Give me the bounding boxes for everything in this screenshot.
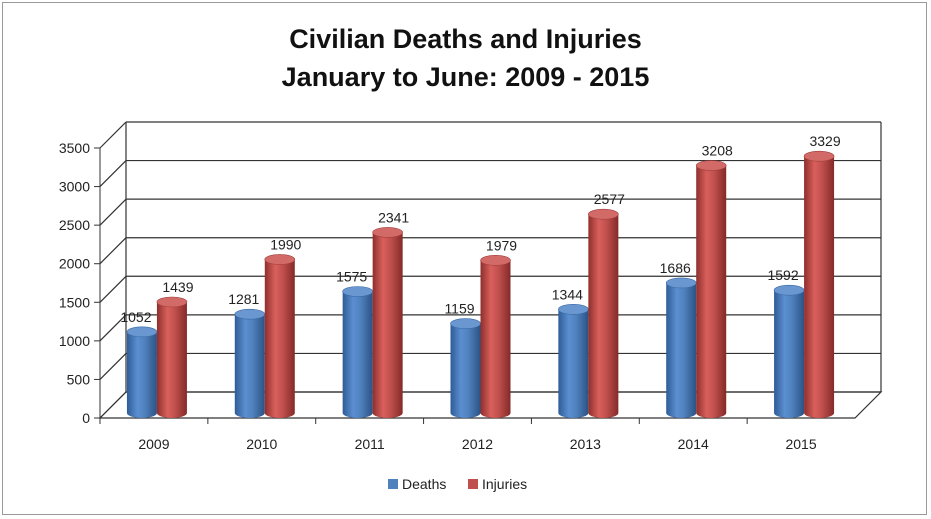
injuries-label-2012: 1979 (486, 237, 517, 253)
ytick-label-3500: 3500 (59, 140, 90, 156)
deaths-bar-2012-cap (450, 318, 481, 329)
legend-label-deaths: Deaths (402, 476, 446, 492)
deaths-bar-2009 (126, 326, 158, 418)
gridline-side-500 (99, 353, 127, 380)
deaths-bar-2012 (450, 318, 481, 418)
deaths-bar-2015-cap (773, 284, 805, 296)
deaths-bar-2010-cap (234, 308, 266, 320)
ytick-label-2000: 2000 (59, 256, 90, 272)
gridline-side-3000 (99, 160, 127, 187)
xtick-label-2009: 2009 (138, 436, 169, 452)
deaths-label-2015: 1592 (767, 267, 798, 283)
deaths-bar-2014-body (666, 282, 697, 418)
deaths-bar-2011-body (342, 291, 373, 418)
injuries-bar-2009-body (156, 301, 187, 418)
ytick-label-3000: 3000 (59, 179, 90, 195)
deaths-bar-2013-body (558, 309, 589, 418)
injuries-bar-2014 (695, 160, 727, 418)
deaths-bar-2014-cap (665, 277, 697, 289)
deaths-label-2012: 1159 (444, 301, 474, 317)
injuries-label-2014: 3208 (702, 143, 733, 159)
xtick-label-2014: 2014 (678, 436, 709, 452)
deaths-bar-2009-body (126, 331, 157, 418)
deaths-bar-2014 (665, 277, 697, 418)
deaths-bar-2010 (234, 308, 266, 418)
injuries-bar-2012 (480, 255, 511, 418)
injuries-bar-2012-cap (480, 255, 511, 266)
xtick-label-2013: 2013 (570, 436, 601, 452)
deaths-bar-2012-body (450, 323, 481, 418)
injuries-bar-2015-body (804, 156, 835, 419)
injuries-bar-2010 (264, 254, 296, 418)
xtick-label-2015: 2015 (785, 436, 816, 452)
deaths-label-2011: 1575 (336, 269, 367, 285)
deaths-label-2013: 1344 (552, 286, 583, 302)
gridline-side-1500 (99, 275, 127, 303)
injuries-bar-2013 (588, 208, 619, 418)
chart-title-line2: January to June: 2009 - 2015 (281, 62, 650, 92)
ytick-label-2500: 2500 (59, 217, 90, 233)
injuries-bar-2014-body (696, 165, 727, 418)
ytick-label-1000: 1000 (59, 333, 90, 349)
xtick-label-2011: 2011 (355, 436, 385, 452)
injuries-bar-2013-cap (588, 208, 619, 220)
injuries-bar-2009 (156, 296, 188, 418)
injuries-bar-2012-body (480, 260, 511, 418)
injuries-label-2009: 1439 (162, 279, 193, 295)
injuries-bar-2013-body (588, 214, 619, 418)
deaths-bar-2010-body (234, 314, 265, 418)
injuries-bar-2010-body (264, 259, 295, 418)
ytick-label-1500: 1500 (59, 294, 90, 310)
deaths-bar-2013-cap (558, 304, 589, 315)
xtick-label-2012: 2012 (462, 436, 493, 452)
injuries-label-2013: 2577 (594, 191, 625, 207)
ytick-label-500: 500 (67, 371, 91, 387)
legend-swatch-injuries (468, 479, 478, 489)
floor (98, 391, 883, 419)
injuries-label-2010: 1990 (270, 236, 301, 252)
chart-title-line1: Civilian Deaths and Injuries (289, 24, 642, 54)
injuries-bar-2011-cap (372, 227, 403, 238)
deaths-label-2010: 1281 (228, 291, 259, 307)
deaths-bar-2013 (558, 304, 589, 418)
legend-swatch-deaths (388, 479, 398, 489)
deaths-bar-2011-cap (342, 286, 373, 297)
injuries-bar-2009-cap (156, 296, 188, 308)
injuries-bar-2011 (372, 227, 403, 418)
gridline-side-3500 (99, 121, 127, 149)
ytick-label-0: 0 (82, 410, 90, 426)
injuries-bar-2014-cap (695, 160, 727, 171)
injuries-bar-2015-cap (803, 150, 835, 162)
xtick-label-2010: 2010 (246, 436, 277, 452)
injuries-label-2015: 3329 (809, 133, 840, 149)
injuries-bar-2015 (803, 150, 835, 419)
injuries-label-2011: 2341 (378, 209, 409, 225)
deaths-bar-2015-body (774, 290, 805, 418)
deaths-bar-2015 (773, 284, 805, 418)
deaths-label-2014: 1686 (660, 260, 691, 276)
gridline-side-1000 (99, 314, 127, 342)
legend-label-injuries: Injuries (482, 476, 527, 492)
injuries-bar-2011-body (372, 232, 403, 418)
injuries-bar-2010-cap (264, 254, 296, 265)
deaths-label-2009: 1052 (120, 309, 151, 325)
gridline-side-2000 (99, 237, 127, 265)
gridline-side-2500 (99, 198, 127, 226)
deaths-bar-2011 (342, 286, 373, 418)
deaths-bar-2009-cap (126, 326, 158, 338)
